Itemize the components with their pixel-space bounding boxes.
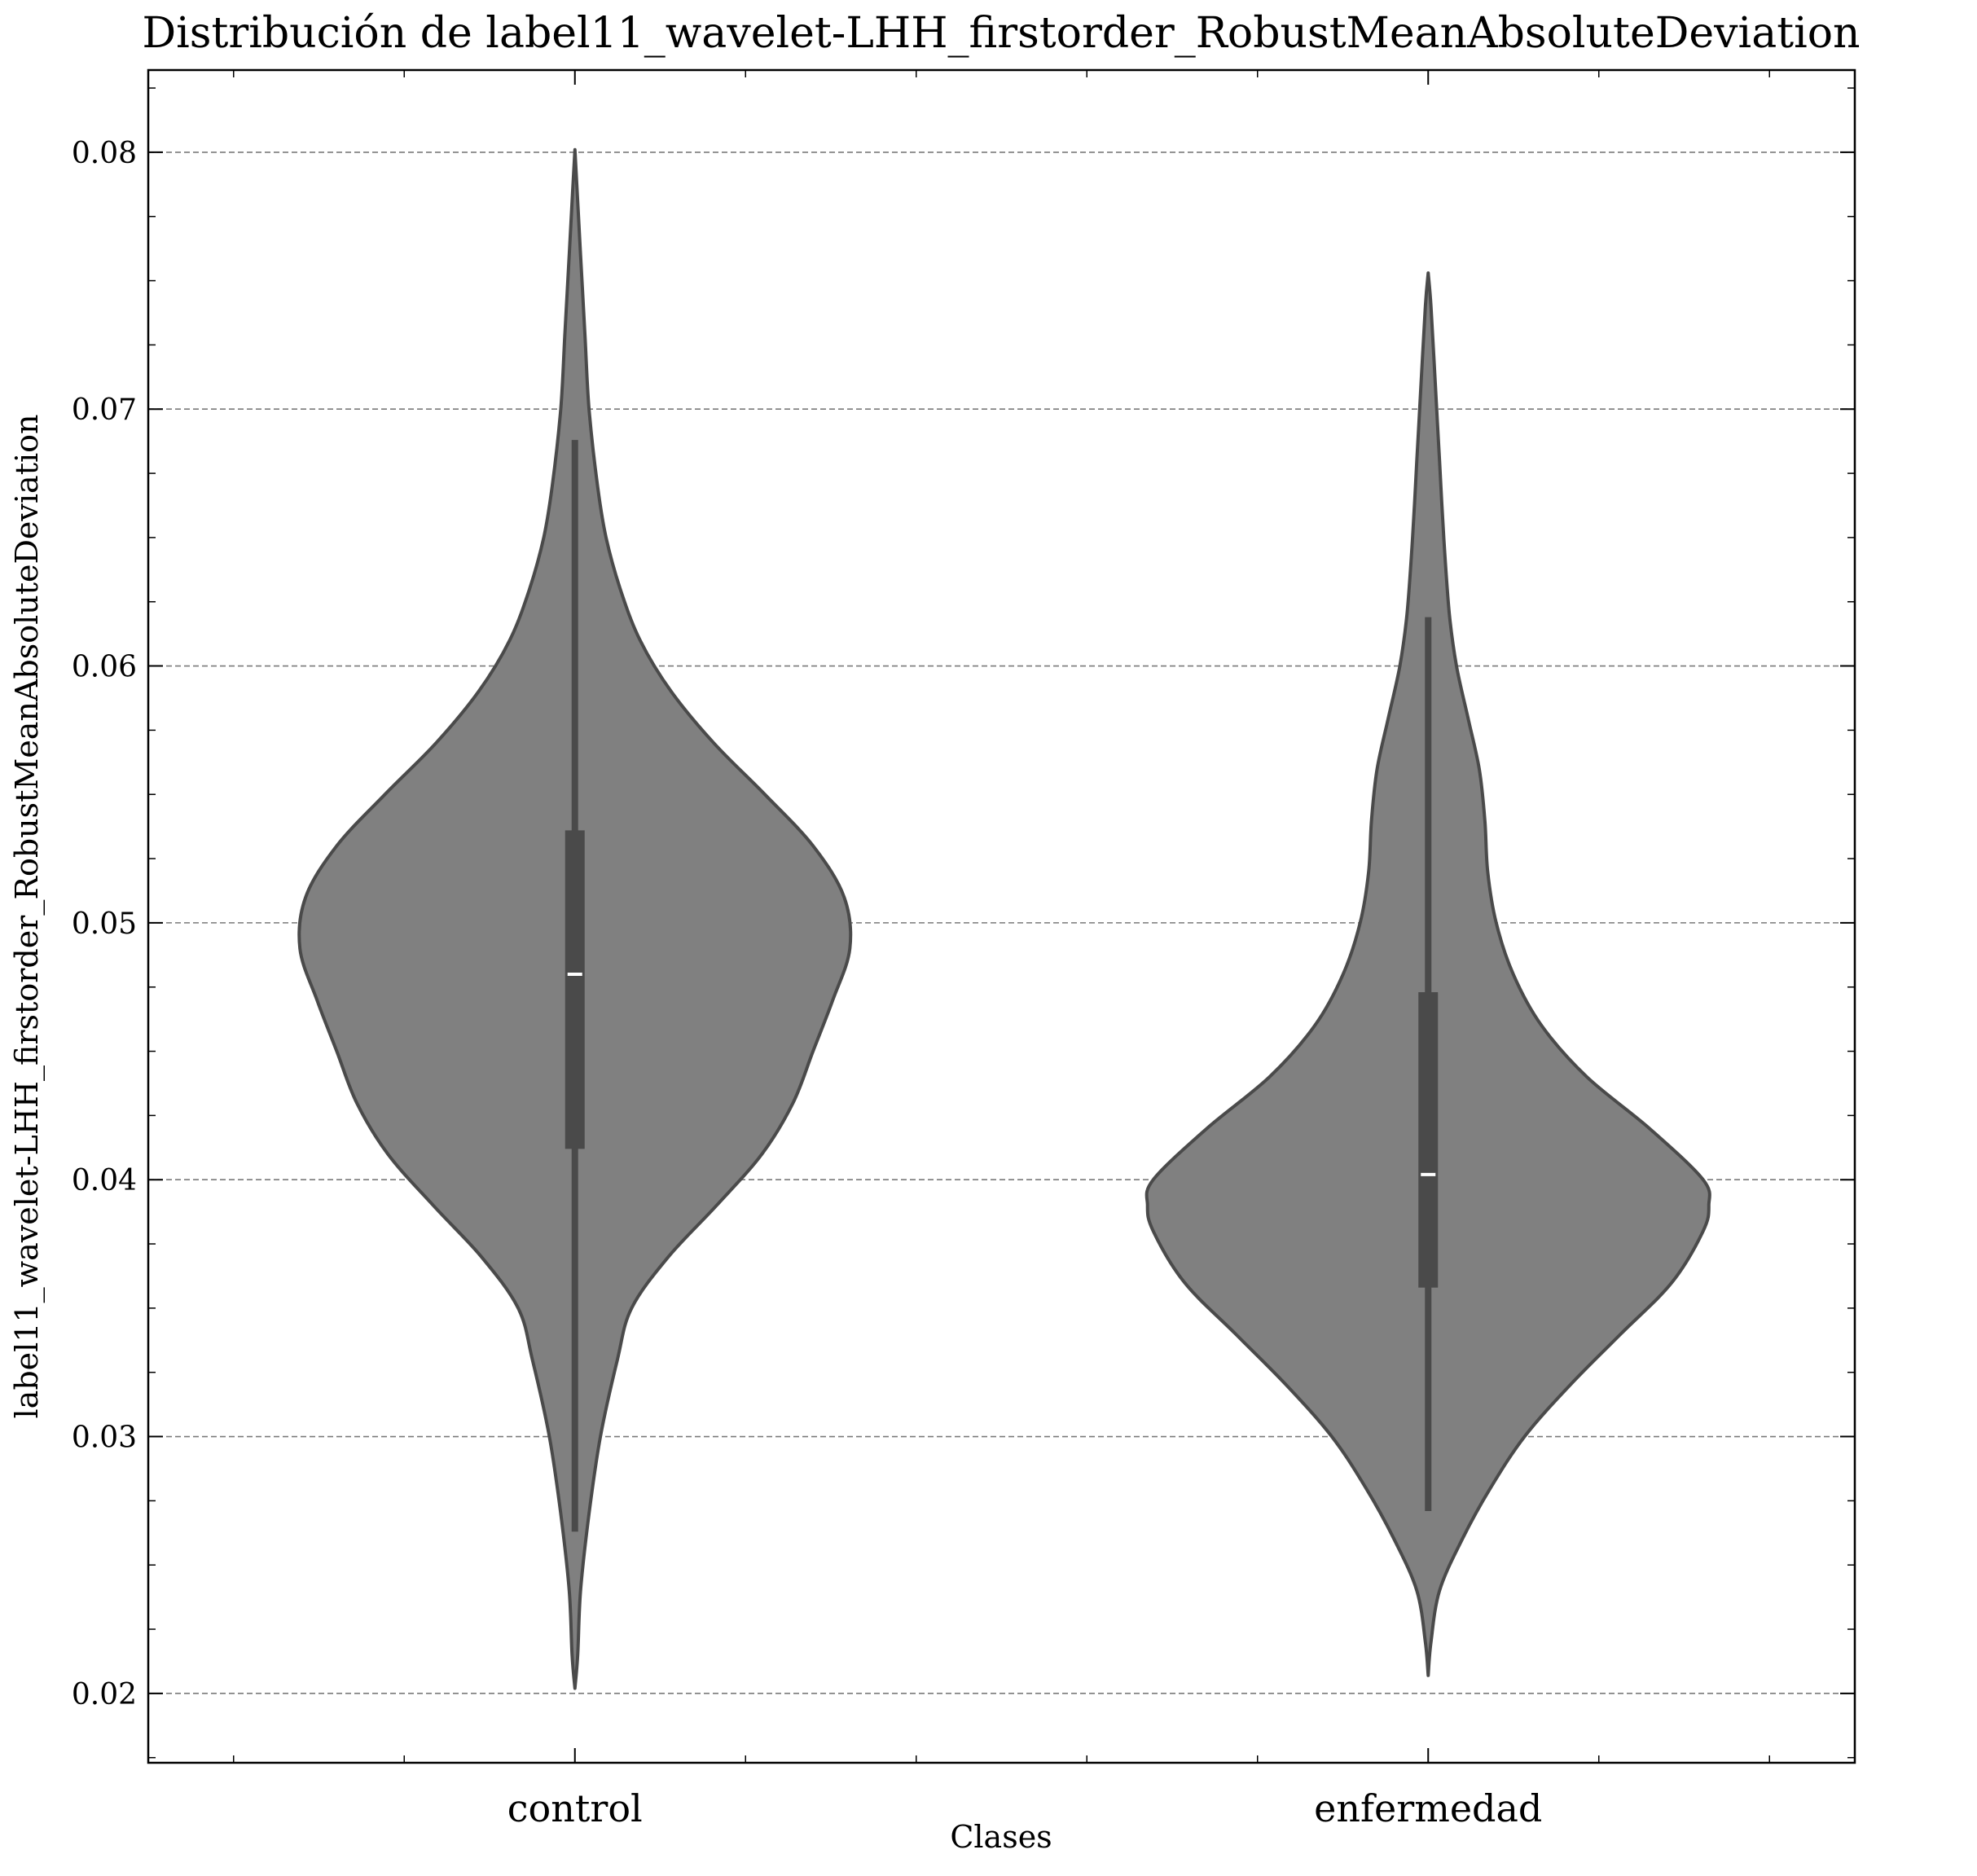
y-tick-labels: 0.02 0.03 0.04 0.05 0.06 0.07 0.08	[72, 137, 137, 1711]
violin-iqr-box-enfermedad	[1418, 992, 1439, 1288]
y-tick-label: 0.03	[72, 1421, 137, 1455]
chart-title: Distribución de label11_wavelet-LHH_firs…	[142, 9, 1860, 58]
x-tick-label: control	[507, 1786, 643, 1830]
grid-lines	[148, 152, 1855, 1694]
violins	[297, 147, 1711, 1690]
x-axis-label: Clases	[950, 1819, 1052, 1855]
y-tick-label: 0.02	[72, 1678, 137, 1711]
y-tick-label: 0.08	[72, 137, 137, 170]
plot-frame	[147, 68, 1856, 1764]
x-tick-labels: control enfermedad	[507, 1786, 1543, 1830]
y-tick-label: 0.05	[72, 907, 137, 941]
axis-ticks	[148, 70, 1855, 1763]
y-axis-label: label11_wavelet-LHH_firstorder_RobustMea…	[9, 415, 46, 1419]
y-tick-label: 0.06	[72, 651, 137, 684]
violin-iqr-box-control	[565, 830, 585, 1149]
y-tick-label: 0.04	[72, 1164, 137, 1197]
x-tick-label: enfermedad	[1314, 1786, 1542, 1830]
y-tick-label: 0.07	[72, 393, 137, 427]
